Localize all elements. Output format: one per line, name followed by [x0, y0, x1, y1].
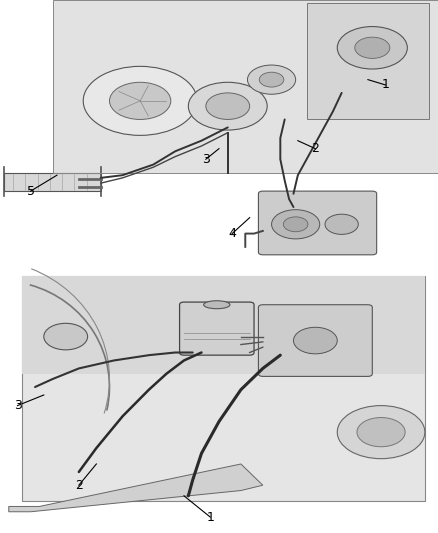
Text: 3: 3	[14, 399, 21, 412]
FancyBboxPatch shape	[180, 302, 254, 355]
Circle shape	[272, 209, 320, 239]
Circle shape	[188, 82, 267, 130]
Bar	[4, 173, 101, 191]
FancyBboxPatch shape	[258, 191, 377, 255]
Bar	[22, 276, 425, 501]
Text: 5: 5	[27, 184, 35, 198]
Text: 2: 2	[75, 479, 83, 492]
Circle shape	[110, 82, 171, 119]
Circle shape	[83, 66, 197, 135]
Circle shape	[44, 324, 88, 350]
Circle shape	[337, 27, 407, 69]
Circle shape	[325, 214, 358, 235]
Bar	[53, 0, 438, 173]
Text: 4: 4	[228, 227, 236, 240]
Circle shape	[293, 327, 337, 354]
Circle shape	[337, 406, 425, 459]
Circle shape	[283, 217, 308, 232]
Text: 1: 1	[381, 78, 389, 92]
Polygon shape	[9, 464, 263, 512]
FancyBboxPatch shape	[258, 305, 372, 376]
Text: 1: 1	[206, 511, 214, 523]
Circle shape	[247, 65, 296, 94]
Bar	[22, 276, 425, 374]
Bar	[53, 0, 438, 173]
Circle shape	[355, 37, 390, 59]
Bar	[307, 3, 429, 119]
Circle shape	[206, 93, 250, 119]
Circle shape	[259, 72, 284, 87]
Text: 3: 3	[202, 153, 210, 166]
Text: 2: 2	[311, 142, 319, 155]
Ellipse shape	[204, 301, 230, 309]
Circle shape	[357, 417, 405, 447]
